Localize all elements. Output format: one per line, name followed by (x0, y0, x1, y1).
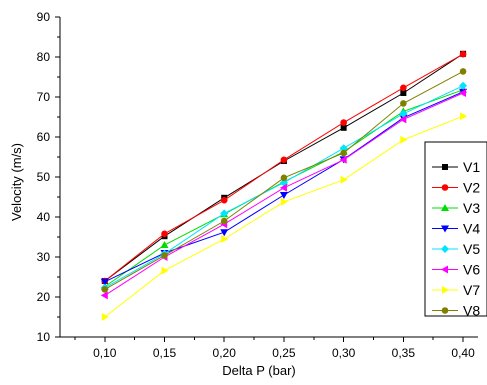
series-v2 (101, 50, 467, 285)
data-point (441, 225, 449, 233)
legend: V1 V2 V3 V4 V5 V6 V7 V8 (424, 141, 487, 319)
data-point (460, 112, 468, 121)
data-point (441, 184, 449, 191)
data-point (340, 124, 347, 131)
data-point (339, 144, 348, 153)
data-point (340, 149, 347, 157)
data-point (442, 164, 448, 170)
data-point (459, 68, 467, 75)
legend-item-v2: V2 (432, 180, 480, 196)
data-point (340, 119, 347, 126)
x-tick-label: 0,15 (153, 346, 177, 360)
data-point (279, 192, 288, 199)
data-point (340, 175, 348, 184)
series-line (104, 53, 464, 282)
data-point (459, 50, 467, 58)
data-point (399, 115, 407, 124)
series-line (104, 115, 464, 318)
data-point (400, 90, 407, 96)
data-point (441, 204, 449, 211)
data-point (400, 135, 408, 144)
x-axis-title: Delta P (bar) (222, 363, 295, 378)
data-point (442, 286, 449, 294)
axes: 10 20 30 40 50 60 70 80 90 0,10 0,15 0,20 0,25 0,30 0,… (37, 10, 478, 360)
y-tick-label: 10 (37, 330, 51, 344)
legend-item-v5: V5 (432, 241, 480, 257)
x-tick-label: 0,35 (392, 346, 416, 360)
series-layer (100, 50, 468, 321)
data-point (100, 291, 108, 300)
data-point (459, 89, 467, 97)
legend-item-v8: V8 (432, 303, 480, 319)
legend-label: V8 (463, 303, 480, 319)
y-tick-label: 70 (37, 90, 51, 104)
legend-item-v1: V1 (432, 159, 480, 175)
data-point (441, 307, 449, 314)
legend-label: V1 (463, 159, 480, 175)
series-v8 (101, 68, 467, 293)
legend-label: V6 (463, 262, 480, 278)
x-tick-label: 0,30 (332, 346, 356, 360)
series-line (104, 53, 464, 282)
data-point (161, 266, 169, 275)
y-tick-label: 30 (37, 250, 51, 264)
series-v7 (101, 112, 468, 321)
data-point (101, 286, 109, 293)
x-tick-label: 0,10 (93, 346, 117, 360)
legend-label: V2 (463, 180, 480, 196)
legend-label: V4 (463, 221, 480, 237)
y-tick-label: 40 (37, 210, 51, 224)
data-point (161, 252, 168, 259)
data-point (161, 230, 168, 238)
x-tick-label: 0,25 (272, 346, 296, 360)
y-tick-label: 80 (37, 50, 51, 64)
data-point (459, 81, 468, 90)
y-tick-label: 60 (37, 130, 51, 144)
x-tick-label: 0,40 (451, 346, 475, 360)
y-tick-label: 20 (37, 290, 51, 304)
legend-label: V3 (463, 200, 480, 216)
data-point (279, 183, 287, 192)
legend-item-v4: V4 (432, 221, 480, 237)
data-point (441, 265, 448, 274)
data-point (280, 197, 288, 206)
y-tick-label: 90 (37, 10, 51, 24)
data-point (220, 217, 228, 225)
data-point (160, 241, 169, 248)
data-point (220, 229, 229, 237)
data-point (399, 109, 408, 118)
data-point (101, 313, 109, 321)
legend-item-v7: V7 (432, 282, 480, 298)
data-point (400, 100, 407, 107)
data-point (400, 84, 407, 92)
data-point (220, 209, 229, 218)
legend-item-v3: V3 (432, 200, 480, 216)
data-point (220, 196, 228, 204)
legend-label: V5 (463, 241, 480, 257)
data-point (221, 235, 229, 243)
y-tick-label: 50 (37, 170, 51, 184)
x-tick-label: 0,20 (213, 346, 237, 360)
series-v1 (101, 50, 467, 284)
data-point (280, 156, 288, 164)
y-axis-title: Velocity (m/s) (9, 143, 24, 221)
legend-item-v6: V6 (432, 262, 480, 278)
data-point (100, 278, 109, 286)
data-point (339, 155, 347, 164)
legend-label: V7 (463, 282, 480, 298)
data-point (280, 174, 288, 182)
data-point (441, 245, 449, 253)
